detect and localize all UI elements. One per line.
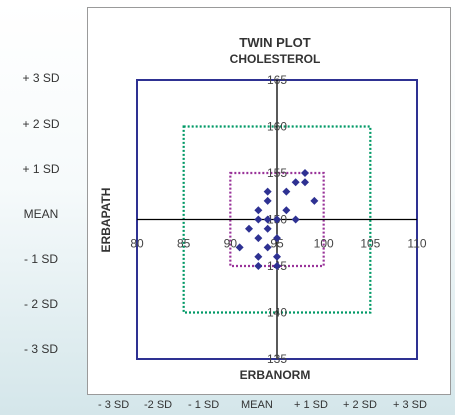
data-point <box>245 224 253 233</box>
sd-label-x-mean: MEAN <box>241 399 273 411</box>
sd-label-y-plus-2: + 2 SD <box>22 117 60 131</box>
y-tick-label: 155 <box>267 166 287 180</box>
data-point <box>273 252 281 261</box>
data-point <box>263 224 272 233</box>
x-tick-label: 95 <box>270 237 284 251</box>
chart-subtitle: CHOLESTEROL <box>230 52 321 66</box>
x-tick-label: 110 <box>407 237 426 251</box>
twin-plot-chart: TWIN PLOT CHOLESTEROL ERBANORM ERBAPATH … <box>99 35 427 382</box>
y-axis-label: ERBAPATH <box>99 188 113 253</box>
sd-label-y-plus-3: + 3 SD <box>22 71 60 85</box>
data-point <box>254 252 263 261</box>
x-tick-label: 105 <box>360 237 380 251</box>
data-point <box>254 206 263 215</box>
data-point <box>301 169 309 177</box>
sd-label-y-minus-3: - 3 SD <box>23 342 58 356</box>
sd-label-x-plus-3: + 3 SD <box>393 399 427 411</box>
data-point <box>301 178 309 187</box>
y-tick-label: 135 <box>267 352 287 366</box>
data-point <box>254 234 263 243</box>
data-point <box>263 243 272 252</box>
data-point <box>273 262 281 270</box>
y-tick-label: 165 <box>267 73 287 87</box>
x-axis-label: ERBANORM <box>240 368 311 382</box>
x-tick-label: 90 <box>224 237 238 251</box>
x-tick-label: 85 <box>177 237 191 251</box>
data-point <box>254 262 263 270</box>
data-point <box>273 234 281 243</box>
sd-label-y-plus-1: + 1 SD <box>22 162 60 176</box>
data-point <box>263 187 272 196</box>
sd-x-labels: - 3 SD -2 SD - 1 SD MEAN + 1 SD + 2 SD +… <box>98 399 455 413</box>
sd-label-x-plus-2: + 2 SD <box>343 399 377 411</box>
chart-title: TWIN PLOT <box>239 35 311 50</box>
data-point <box>291 178 300 187</box>
data-point <box>310 196 319 205</box>
data-point <box>235 243 244 252</box>
y-tick-label: 160 <box>267 120 287 134</box>
sd-label-x-minus-1: - 1 SD <box>188 399 220 411</box>
x-tick-label: 80 <box>130 237 144 251</box>
sd-label-y-minus-2: - 2 SD <box>23 297 58 311</box>
sd-label-x-minus-3: - 3 SD <box>98 399 130 411</box>
data-point <box>291 215 300 224</box>
data-point <box>273 215 281 224</box>
data-point <box>282 206 291 215</box>
sd-label-x-plus-1: + 1 SD <box>294 399 328 411</box>
data-point <box>263 215 272 224</box>
sd-label-y-mean: MEAN <box>23 207 59 221</box>
data-point <box>254 215 263 224</box>
sd-label-x-minus-2: -2 SD <box>144 399 173 411</box>
x-tick-label: 100 <box>314 237 334 251</box>
sd-label-y-minus-1: - 1 SD <box>23 252 58 266</box>
data-point <box>263 196 272 205</box>
y-tick-label: 140 <box>267 306 287 320</box>
data-point <box>282 187 291 196</box>
